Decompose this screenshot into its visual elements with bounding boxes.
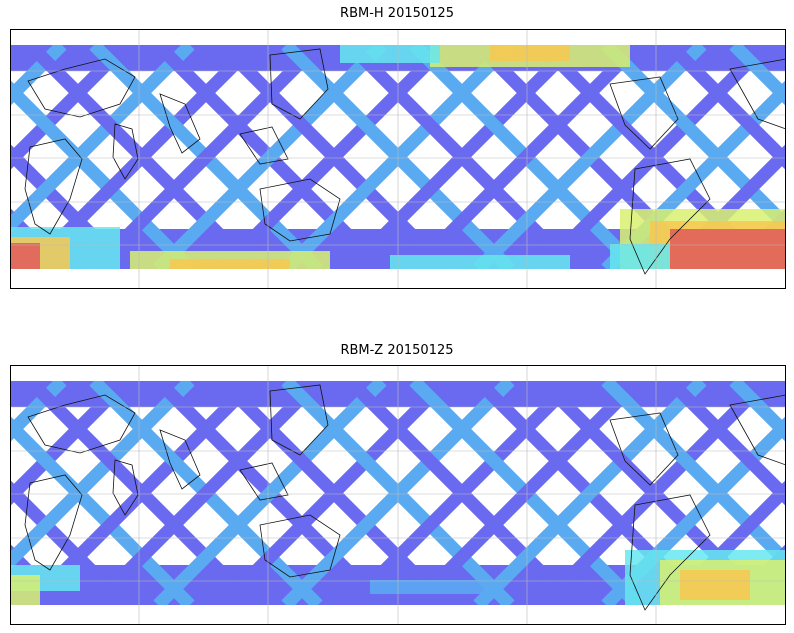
panel-title-rbm-z: RBM-Z 20150125 (340, 343, 454, 358)
swath-track (537, 381, 771, 605)
coastline (269, 384, 329, 456)
swath-track (473, 45, 707, 269)
swath-track (409, 381, 643, 605)
coastline (609, 76, 679, 150)
swath-track (89, 45, 323, 269)
coastline (629, 494, 711, 611)
coastline (159, 429, 201, 490)
coastline (27, 394, 136, 454)
coastline (159, 93, 201, 154)
swath-track (473, 381, 707, 605)
swath-track (729, 381, 786, 443)
swath-track (217, 381, 451, 605)
hotspot-region (680, 570, 750, 600)
map-rbm-h (10, 29, 786, 289)
swath-layer (10, 381, 786, 605)
coastline (112, 123, 139, 180)
coastline (112, 459, 139, 516)
coastline (27, 58, 136, 118)
coastline (729, 394, 786, 466)
coastline (609, 412, 679, 486)
swath-track (217, 45, 451, 269)
hotspot-region (340, 45, 440, 63)
swath-track (153, 381, 387, 605)
coastline (629, 158, 711, 275)
coastline (269, 48, 329, 120)
hotspot-region (10, 575, 40, 605)
swath-track (409, 45, 643, 269)
hotspot-region (610, 244, 670, 269)
swath-track (10, 381, 195, 571)
coastline (24, 474, 83, 571)
swath-track (537, 45, 771, 269)
coastline (259, 514, 341, 578)
swath-track (10, 45, 131, 171)
hotspot-region (670, 229, 786, 269)
coastline (729, 58, 786, 130)
coastline (24, 138, 83, 235)
map-frame (10, 365, 786, 625)
panel-title-rbm-h: RBM-H 20150125 (340, 6, 454, 21)
coastline (239, 126, 289, 165)
swath-track (10, 381, 67, 443)
map-frame (10, 29, 786, 289)
swath-track (153, 45, 387, 269)
swath-track (729, 45, 786, 107)
map-rbm-z (10, 365, 786, 625)
swath-track (89, 381, 323, 605)
swath-track (10, 45, 195, 235)
coastline (259, 178, 341, 242)
hotspot-region (390, 255, 570, 269)
hotspot-region (10, 243, 40, 269)
swath-track (345, 381, 579, 605)
swath-layer (10, 45, 786, 269)
hotspot-region (370, 580, 490, 594)
swath-track (10, 45, 67, 107)
hotspot-region (170, 259, 290, 269)
hotspot-region (490, 45, 570, 61)
swath-track (345, 45, 579, 269)
swath-track (10, 381, 131, 507)
coastline (239, 462, 289, 501)
